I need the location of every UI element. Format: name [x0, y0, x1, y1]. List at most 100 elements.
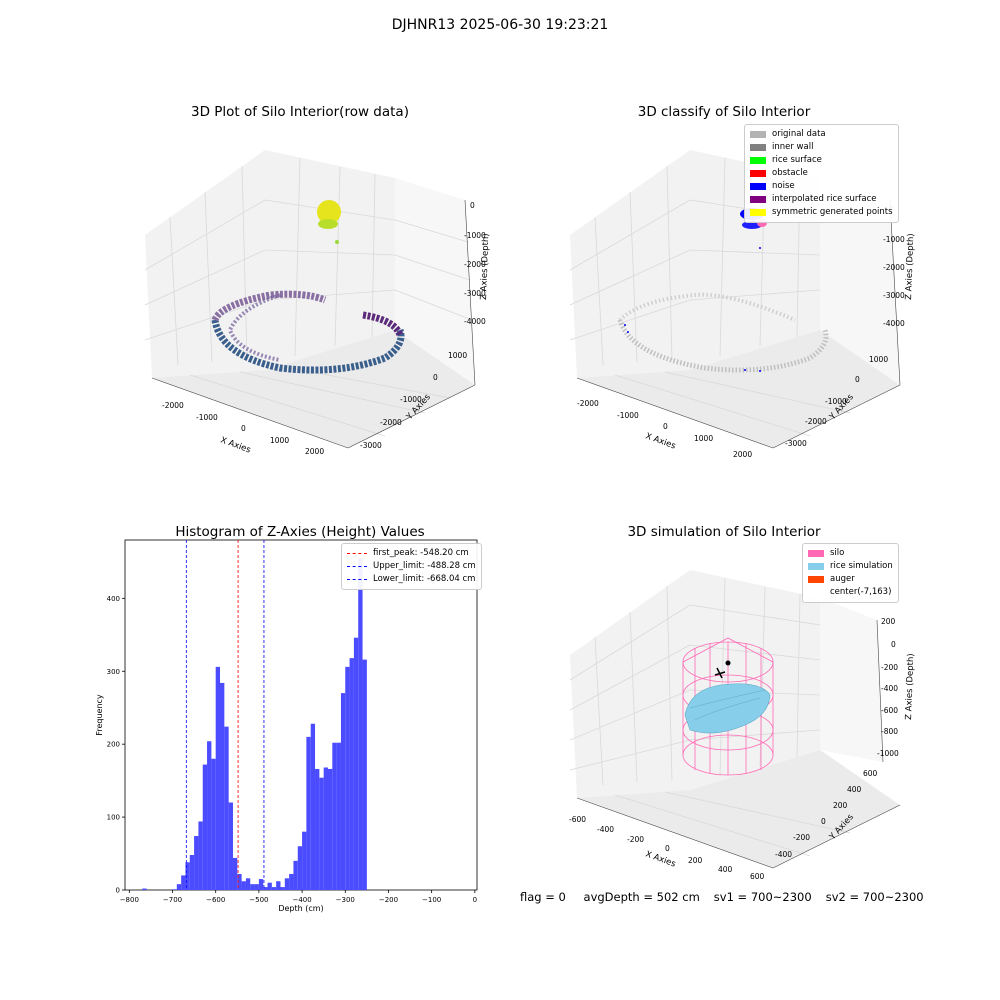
histogram-bar	[211, 758, 216, 890]
classify-plot-title: 3D classify of Silo Interior	[637, 104, 811, 120]
legend-swatch	[750, 144, 766, 151]
raw-y-tick: -3000	[360, 441, 382, 450]
raw-y-tick: -1000	[400, 395, 422, 404]
classify-y-tick: 0	[855, 375, 860, 384]
sim-z-tick: -200	[881, 663, 898, 672]
histogram-x-label: Depth (cm)	[278, 904, 323, 913]
histogram-bar	[237, 873, 242, 890]
histogram-bar	[176, 884, 182, 890]
legend-swatch	[750, 170, 766, 177]
sim-y-tick: -200	[793, 833, 810, 842]
legend-label: rice simulation	[830, 561, 893, 571]
simulation-x-ticks: -600 -400 -200 0 200 400 600	[569, 815, 765, 880]
status-footer: flag = 0 avgDepth = 502 cm sv1 = 700~2300…	[520, 890, 938, 904]
raw-y-ticks: 1000 0 -1000 -2000 -3000	[360, 351, 467, 450]
histogram-bar	[327, 768, 333, 890]
simulation-3d-plot: -600 -400 -200 0 200 400 600 600 400 200…	[569, 570, 916, 880]
histogram-bar	[181, 875, 186, 890]
legend-label: first_peak: -548.20 cm	[373, 548, 469, 558]
sim-z-tick: -600	[881, 706, 898, 715]
histogram-bar	[306, 736, 311, 890]
legend-swatch	[808, 576, 824, 583]
raw-y-tick: 0	[433, 373, 438, 382]
histogram-bar	[172, 889, 177, 890]
legend-label: Lower_limit: -668.04 cm	[373, 574, 476, 584]
legend-entry: rice simulation	[808, 560, 893, 573]
sim-x-tick: 600	[750, 872, 765, 880]
raw-3d-plot: -2000 -1000 0 1000 2000 1000 0 -1000 -20…	[144, 150, 491, 456]
raw-x-ticks: -2000 -1000 0 1000 2000	[162, 401, 324, 456]
histogram-bar	[189, 855, 195, 890]
classify-y-tick: -1000	[825, 397, 847, 406]
sv2-status: sv2 = 700~2300	[825, 890, 924, 904]
classify-y-ticks: 1000 0 -1000 -2000 -3000	[785, 355, 888, 448]
sim-z-tick: 0	[891, 640, 896, 649]
raw-x-tick: 1000	[270, 436, 289, 445]
sim-z-tick: 200	[881, 617, 896, 626]
sim-x-axis-label: X Axies	[644, 849, 677, 869]
histogram-bar	[215, 666, 221, 890]
sv1-status: sv1 = 700~2300	[713, 890, 812, 904]
sim-z-tick: -800	[881, 727, 898, 736]
legend-entry: Lower_limit: -668.04 cm	[347, 573, 476, 586]
legend-entry: Upper_limit: -488.28 cm	[347, 560, 476, 573]
legend-swatch	[808, 550, 824, 557]
classify-y-tick: -2000	[805, 417, 827, 426]
histogram-reference-lines	[185, 540, 265, 890]
raw-z-tick: -2000	[464, 260, 486, 269]
classify-ring-points	[617, 292, 829, 373]
flag-status: flag = 0	[520, 890, 566, 904]
sim-x-tick: 200	[688, 856, 703, 865]
histogram-title: Histogram of Z-Axies (Height) Values	[175, 524, 425, 540]
raw-ring-points	[211, 290, 405, 374]
histogram-bar	[228, 802, 233, 890]
simulation-plot-title: 3D simulation of Silo Interior	[627, 524, 821, 540]
histogram-bar	[358, 558, 363, 890]
simulation-z-ticks: 200 0 -200 -400 -600 -800 -1000	[877, 617, 899, 758]
histogram-x-ticks: −800 −700 −600 −500 −400 −300 −200 −100 0	[120, 890, 477, 904]
histogram-legend: first_peak: -548.20 cm Upper_limit: -488…	[341, 543, 482, 590]
histogram-bar	[315, 768, 320, 890]
legend-label: obstacle	[772, 168, 808, 178]
sim-z-tick: -400	[881, 684, 898, 693]
histogram-y-label: Frequency	[95, 694, 104, 736]
raw-rice-surface-points	[317, 200, 341, 244]
histogram-bar	[289, 873, 294, 890]
legend-line	[347, 553, 367, 554]
legend-label: Upper_limit: -488.28 cm	[373, 561, 476, 571]
rice-simulation-surface	[684, 683, 771, 734]
histogram-y-tick-label: 300	[107, 668, 120, 676]
raw-plot-title: 3D Plot of Silo Interior(row data)	[191, 104, 409, 120]
sim-y-tick: 600	[863, 769, 878, 778]
legend-entry: obstacle	[750, 167, 893, 180]
histogram-bar	[198, 821, 203, 890]
histogram-bar	[310, 723, 316, 890]
legend-entry: original data	[750, 128, 893, 141]
histogram-bars	[142, 558, 367, 890]
simulation-y-ticks: 600 400 200 0 -200 -400	[775, 769, 878, 859]
histogram-x-tick-label: −100	[422, 896, 441, 904]
legend-label: center(-7,163)	[830, 587, 892, 597]
legend-entry: center(-7,163)	[808, 586, 893, 599]
legend-entry: first_peak: -548.20 cm	[347, 547, 476, 560]
legend-swatch	[808, 563, 824, 570]
histogram-bar	[263, 887, 268, 890]
raw-y-tick: 1000	[448, 351, 467, 360]
sim-x-tick: 0	[665, 844, 670, 853]
legend-line	[347, 566, 367, 567]
raw-y-tick: -2000	[380, 418, 402, 427]
legend-label: inner wall	[772, 142, 814, 152]
histogram-bar	[345, 666, 350, 890]
raw-z-tick: -1000	[464, 231, 486, 240]
legend-label: noise	[772, 181, 795, 191]
sim-z-axis-label: Z Axies (Depth)	[904, 653, 916, 720]
legend-entry: symmetric generated points	[750, 206, 893, 219]
sim-x-tick: -600	[569, 815, 586, 824]
histogram-bar	[276, 881, 281, 890]
classify-y-tick: 1000	[869, 355, 888, 364]
histogram-bar	[267, 882, 272, 890]
histogram-bar	[284, 878, 290, 890]
sim-x-tick: -400	[597, 825, 614, 834]
legend-line	[347, 579, 367, 580]
histogram-bar	[353, 637, 359, 890]
